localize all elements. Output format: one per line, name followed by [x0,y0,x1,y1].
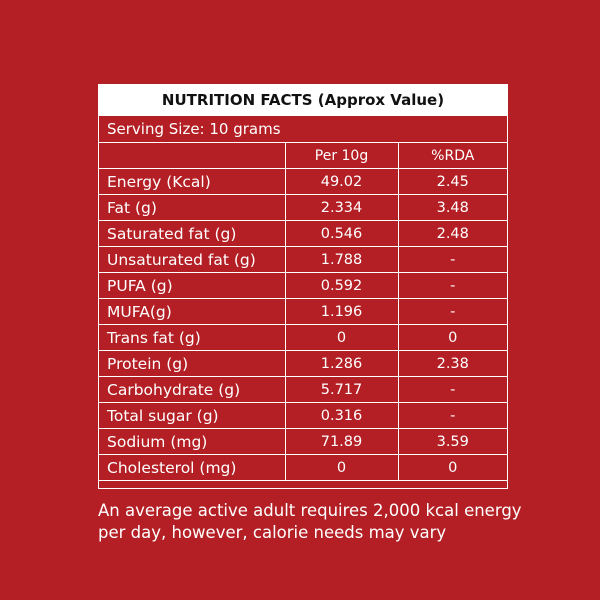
per-10g-value: 0.592 [285,272,399,299]
per-10g-value: 1.196 [285,298,399,325]
calorie-footnote: An average active adult requires 2,000 k… [98,501,522,542]
nutrient-name: Carbohydrate (g) [99,376,286,403]
rda-value: - [398,298,507,325]
nutrient-name: Cholesterol (mg) [99,454,286,481]
nutrient-name: PUFA (g) [99,272,286,299]
rda-value: - [398,246,507,273]
per-10g-value: 5.717 [285,376,399,403]
table-row: Sodium (mg) 71.89 3.59 [99,428,507,455]
nutrition-title: NUTRITION FACTS (Approx Value) [99,84,507,116]
rda-value: 2.48 [398,220,507,247]
table-row: Cholesterol (mg) 0 0 [99,454,507,481]
rda-value: 0 [398,454,507,481]
table-row: Fat (g) 2.334 3.48 [99,194,507,221]
nutrient-name: Energy (Kcal) [99,168,286,195]
rda-value: - [398,376,507,403]
rda-value: 2.45 [398,168,507,195]
table-header-row: Per 10g %RDA [99,143,507,169]
per-10g-value: 0.316 [285,402,399,429]
rda-value: - [398,272,507,299]
nutrient-name: Total sugar (g) [99,402,286,429]
table-row: Carbohydrate (g) 5.717- [99,376,507,403]
per-10g-value: 1.788 [285,246,399,273]
table-row: Saturated fat (g) 0.546 2.48 [99,220,507,247]
nutrition-facts-panel: NUTRITION FACTS (Approx Value) Serving S… [98,84,508,489]
per-10g-value: 2.334 [285,194,399,221]
table-row: Energy (Kcal) 49.02 2.45 [99,168,507,195]
rda-value: 0 [398,324,507,351]
nutrition-table: Per 10g %RDA Energy (Kcal) 49.02 2.45 Fat (… [99,143,507,481]
column-header-nutrient [99,143,286,169]
column-header-per-10g: Per 10g [285,143,399,169]
per-10g-value: 0.546 [285,220,399,247]
table-row: Total sugar (g) 0.316- [99,402,507,429]
per-10g-value: 0 [285,454,399,481]
table-row: PUFA (g) 0.592- [99,272,507,299]
rda-value: 3.48 [398,194,507,221]
table-row: Trans fat (g) 0 0 [99,324,507,351]
nutrient-name: Protein (g) [99,350,286,377]
nutrient-name: Trans fat (g) [99,324,286,351]
table-row: Protein (g) 1.286 2.38 [99,350,507,377]
nutrient-name: Saturated fat (g) [99,220,286,247]
per-10g-value: 71.89 [285,428,399,455]
nutrient-name: MUFA(g) [99,298,286,325]
nutrient-name: Unsaturated fat (g) [99,246,286,273]
nutrient-name: Fat (g) [99,194,286,221]
rda-value: 2.38 [398,350,507,377]
per-10g-value: 1.286 [285,350,399,377]
table-row: MUFA(g) 1.196- [99,298,507,325]
column-header-rda: %RDA [398,143,507,169]
serving-size: Serving Size: 10 grams [99,116,507,143]
nutrient-name: Sodium (mg) [99,428,286,455]
per-10g-value: 49.02 [285,168,399,195]
per-10g-value: 0 [285,324,399,351]
rda-value: - [398,402,507,429]
table-row: Unsaturated fat (g) 1.788- [99,246,507,273]
rda-value: 3.59 [398,428,507,455]
